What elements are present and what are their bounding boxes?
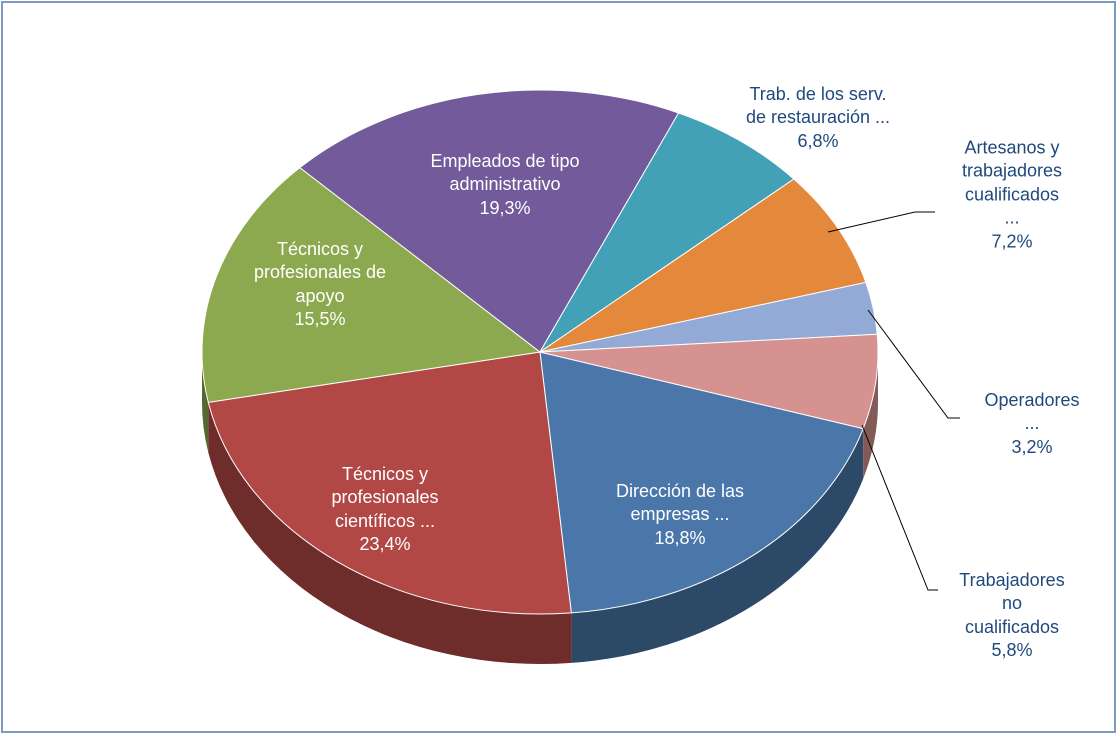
data-label: Técnicos y profesionales de apoyo 15,5% [254,238,386,332]
category-label: Empleados de tipo administrativo [430,150,580,195]
slice-side [571,428,864,663]
value-label: 5,8% [991,640,1033,661]
value-label: 23,4% [359,534,411,555]
category-label: Artesanos y trabajadores cualificados ..… [961,137,1063,228]
data-label: Operadores ... 3,2% [984,389,1079,459]
value-label: 19,3% [479,197,531,218]
slice-side [208,402,572,664]
value-label: 18,8% [654,527,706,548]
slice [299,89,680,353]
slice [539,351,864,614]
slice-side-shade [863,352,879,479]
slice [201,167,542,403]
slice [539,112,795,353]
category-label: Trabajadores no cualificados [959,570,1065,637]
data-label: Técnicos y profesionales científicos ...… [331,463,438,557]
value-label: 3,2% [1011,436,1053,457]
value-label: 15,5% [294,309,346,330]
category-label: Operadores ... [984,389,1080,434]
data-label: Artesanos y trabajadores cualificados ..… [960,137,1064,254]
leader-line [861,424,938,591]
slice [207,351,572,615]
value-label: 7,2% [991,231,1033,252]
slice-side-shade [208,402,572,664]
slice-side [863,352,879,479]
leader-line [827,211,935,233]
category-label: Técnicos y profesionales científicos ... [331,464,439,531]
slice-side-shade [202,352,209,453]
category-label: Trab. de los serv. de restauración ... [745,83,891,128]
slice-side-shade [571,428,864,663]
data-label: Trab. de los serv. de restauración ... 6,… [746,83,890,153]
slice [539,178,867,353]
data-label: Dirección de las empresas ... 18,8% [616,480,744,550]
slice [539,333,879,430]
leader-line [867,309,960,419]
data-label: Empleados de tipo administrativo 19,3% [430,150,579,220]
category-label: Dirección de las empresas ... [615,480,745,525]
value-label: 6,8% [797,130,839,151]
slice-side [202,352,209,453]
data-label: Trabajadores no cualificados 5,8% [959,569,1064,663]
category-label: Técnicos y profesionales de apoyo [253,239,387,306]
